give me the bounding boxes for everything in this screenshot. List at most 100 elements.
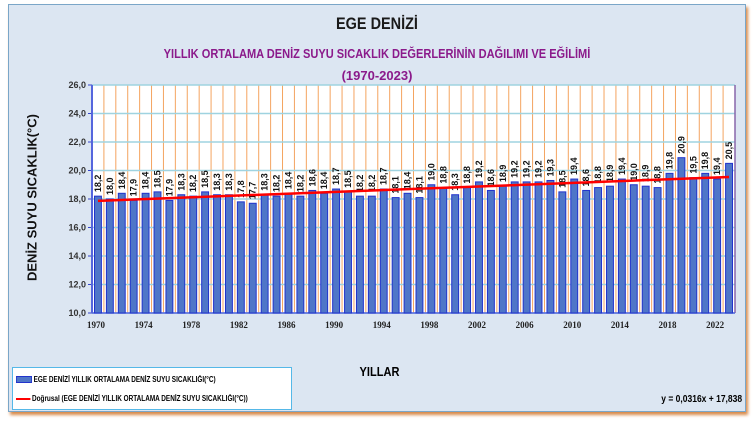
bar [344,191,352,314]
data-label: 19,2 [510,160,520,178]
data-label: 18,4 [283,172,293,190]
data-label: 18,3 [224,173,234,191]
data-label: 18,7 [331,167,341,185]
data-label: 18,5 [343,170,353,188]
data-label: 18,5 [200,170,210,188]
bar [510,181,519,314]
y-axis-label: DENİZ SUYU SICAKLIK(°C) [24,114,40,281]
data-label: 18,6 [307,169,317,187]
data-label: 18,9 [641,165,651,183]
data-label: 19,0 [426,163,436,181]
bar [570,178,579,314]
x-tick-label: 1986 [278,320,297,330]
bar [725,162,733,314]
y-tick-label: 20,0 [68,166,86,176]
bar [475,181,483,314]
bar [391,197,400,314]
data-label: 20,9 [676,136,686,154]
bar [606,185,614,314]
data-label: 18,8 [593,166,603,184]
bar [498,185,507,314]
bar [224,194,233,314]
trend-line [97,175,730,203]
data-label: 19,4 [712,158,722,176]
bar [201,191,210,314]
data-label: 18,8 [653,166,663,184]
chart-period: (1970-2023) [341,68,413,83]
data-label: 18,4 [117,172,127,190]
chart-title: EGE DENİZİ [336,14,418,33]
legend: EGE DENİZİ YILLIK ORTALAMA DENİZ SUYU SI… [12,367,292,410]
bar [415,197,424,314]
bar [153,191,162,314]
x-tick-label: 1998 [420,320,439,330]
data-label: 18,6 [486,169,496,187]
bar [653,187,662,314]
data-label: 19,8 [700,152,710,170]
data-label: 18,3 [260,173,270,191]
data-label: 17,8 [236,180,246,198]
data-label: 18,0 [105,177,115,195]
bar [355,195,364,314]
bar [308,189,317,314]
bar [641,185,650,314]
data-label: 18,4 [141,172,151,190]
data-label: 18,4 [403,172,413,190]
bar [332,188,341,314]
legend-bar-label: EGE DENİZİ YILLIK ORTALAMA DENİZ SUYU SI… [33,375,216,384]
bar [105,198,114,314]
x-tick-label: 1990 [325,320,344,330]
data-label: 18,2 [93,175,103,193]
data-label: 17,9 [164,179,174,197]
data-label: 18,8 [438,166,448,184]
trend-equation: y = 0,0316x + 17,838 [661,394,742,405]
bar [534,181,543,314]
bar [141,192,150,314]
x-tick-label: 1978 [182,320,201,330]
bar [594,187,603,314]
bar [463,187,472,314]
data-label: 18,8 [462,166,472,184]
bar [260,194,269,314]
bar [546,179,555,314]
data-label: 18,2 [272,175,282,193]
legend-item-trend: Doğrusal (EGE DENİZİ YILLIK ORTALAMA DEN… [16,394,248,403]
y-tick-label: 18,0 [68,194,86,204]
bar [117,192,126,314]
data-label: 19,8 [665,152,675,170]
bar [439,187,448,314]
bar [367,195,376,314]
y-tick-label: 24,0 [68,109,86,119]
bar [213,194,221,314]
bar [94,195,102,314]
data-label: 18,4 [319,172,329,190]
data-label: 18,3 [212,173,222,191]
x-tick-label: 1982 [230,320,249,330]
data-label: 18,2 [188,175,198,193]
bar [451,194,460,314]
bar [177,194,186,314]
bar [236,201,245,314]
data-label: 18,1 [391,176,401,194]
y-tick-label: 22,0 [68,137,86,147]
data-label: 17,7 [248,182,258,200]
y-tick-label: 12,0 [68,280,86,290]
data-label: 18,3 [450,173,460,191]
bar [522,181,531,314]
bar [558,191,567,314]
chart-subtitle: YILLIK ORTALAMA DENİZ SUYU SICAKLIK DEĞE… [163,46,591,61]
bar [248,202,257,314]
legend-trend-swatch [16,397,31,400]
x-tick-label: 2022 [706,320,725,330]
data-label: 18,3 [176,173,186,191]
data-label: 19,0 [629,163,639,181]
data-label: 18,9 [605,165,615,183]
data-label: 18,6 [581,169,591,187]
bar [379,188,388,314]
bar [689,177,698,314]
data-label: 18,9 [498,165,508,183]
x-tick-label: 2006 [516,320,535,330]
data-label: 18,5 [152,170,162,188]
x-tick-label: 2010 [563,320,582,330]
